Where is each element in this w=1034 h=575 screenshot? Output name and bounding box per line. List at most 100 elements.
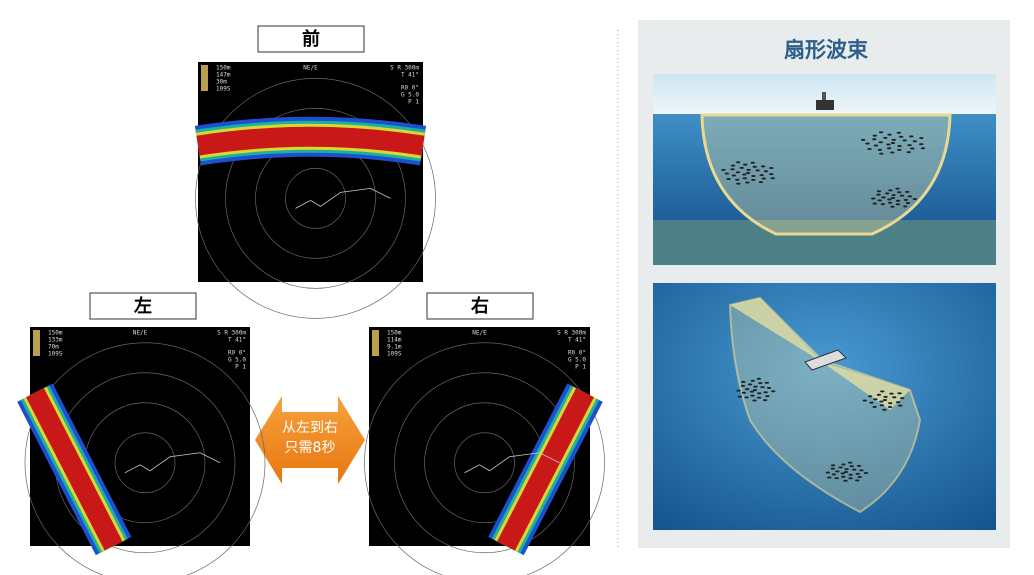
fish — [721, 168, 726, 171]
fish — [735, 178, 740, 181]
fish — [825, 471, 831, 474]
fish — [869, 401, 874, 404]
readout: 109S — [216, 86, 231, 93]
fish — [879, 404, 885, 407]
readout: 150m — [48, 330, 63, 337]
fish — [739, 166, 744, 169]
fish — [745, 172, 751, 174]
fish — [750, 161, 756, 164]
fish — [849, 465, 854, 468]
fish — [906, 151, 911, 154]
side-view-illustration — [653, 74, 996, 265]
fish — [736, 182, 741, 185]
range-ring — [114, 432, 176, 494]
fish — [744, 388, 750, 391]
fish — [764, 381, 770, 384]
fish — [755, 169, 760, 172]
fish — [895, 199, 901, 202]
fish — [867, 148, 872, 151]
fish — [751, 175, 756, 178]
fish — [861, 138, 866, 141]
fish — [750, 379, 755, 382]
fish — [737, 395, 743, 398]
fish — [890, 205, 895, 208]
fish — [756, 396, 762, 399]
echo-band — [26, 388, 123, 551]
fish — [882, 399, 888, 401]
fish — [897, 145, 902, 148]
fish — [730, 168, 735, 171]
fish — [841, 463, 846, 466]
fish — [838, 466, 843, 469]
fish — [765, 395, 770, 398]
readout: 30m — [216, 79, 227, 86]
fish — [844, 468, 849, 471]
fish — [888, 189, 893, 192]
fish — [907, 195, 913, 198]
fish — [742, 173, 747, 176]
fish — [877, 148, 883, 151]
front-label: 前 — [302, 28, 320, 50]
fish — [890, 197, 896, 199]
tilt: T 41° — [568, 337, 586, 344]
fish — [897, 191, 902, 194]
fish — [852, 468, 857, 471]
fish — [745, 181, 750, 184]
fish — [880, 390, 885, 393]
fish — [907, 144, 912, 147]
fish — [897, 392, 902, 395]
fish — [872, 405, 877, 408]
setting: R0 0° — [401, 85, 419, 92]
fish — [888, 402, 893, 405]
fish — [883, 395, 888, 398]
fish — [761, 177, 767, 180]
readout: 150m — [216, 65, 231, 72]
label-box — [257, 25, 365, 53]
fish — [730, 164, 736, 167]
fish — [886, 143, 891, 146]
scale-bar — [33, 330, 40, 356]
fish — [876, 193, 881, 196]
fish — [912, 140, 917, 143]
fish — [904, 190, 910, 193]
fish — [756, 377, 761, 380]
fish — [887, 198, 892, 201]
fish — [735, 171, 741, 174]
fish — [878, 141, 883, 144]
range-ring — [285, 168, 346, 229]
fish — [919, 137, 924, 140]
scale-bar — [201, 65, 208, 91]
fish — [763, 391, 768, 394]
fish — [724, 172, 730, 175]
fish — [843, 471, 849, 473]
fish — [876, 190, 882, 193]
fish — [891, 138, 896, 141]
fish — [879, 152, 884, 155]
label-box — [426, 292, 534, 320]
fish — [766, 387, 772, 390]
fish — [744, 396, 749, 399]
fish — [771, 390, 776, 393]
fish — [847, 461, 853, 464]
fish — [746, 168, 751, 171]
fish — [912, 198, 918, 201]
fish — [900, 397, 905, 400]
fish — [835, 470, 840, 473]
right-label: 右 — [471, 295, 489, 317]
range: S R 300m — [217, 330, 246, 337]
setting: G 5.0 — [568, 357, 586, 364]
fish — [898, 404, 903, 407]
fish — [872, 202, 877, 205]
screen-bg — [198, 62, 423, 282]
label-box — [89, 292, 197, 320]
readout: 133m — [48, 337, 63, 344]
setting: G 5.0 — [401, 92, 419, 99]
fish — [760, 165, 766, 168]
readout: 150m — [387, 330, 402, 337]
fish — [840, 472, 845, 475]
range-ring — [364, 342, 605, 575]
fish — [752, 165, 757, 168]
fish — [769, 173, 774, 176]
readout: 109S — [48, 351, 63, 358]
